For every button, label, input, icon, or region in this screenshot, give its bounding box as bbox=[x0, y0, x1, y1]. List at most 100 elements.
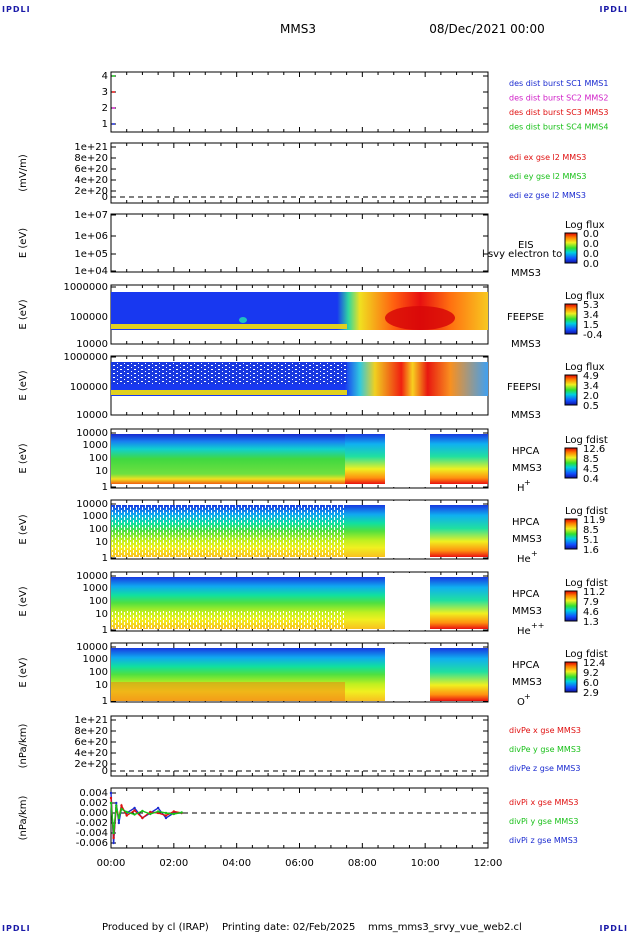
feeps_e-colorbar-tick-label: 5.3 bbox=[583, 300, 599, 311]
hpca_h-y-tick-label: 1 bbox=[102, 482, 108, 493]
hpca_h-y-tick-label: 1000 bbox=[83, 440, 108, 451]
hpca_o-colorbar-tick-label: 2.9 bbox=[583, 688, 599, 699]
hpca_he-y-tick-label: 100 bbox=[89, 524, 108, 535]
divpi-data-point bbox=[125, 814, 128, 817]
hpca_o-data-gap bbox=[385, 644, 428, 701]
hpca_he-y-tick-label: 1 bbox=[102, 553, 108, 564]
hpca_he-spacecraft-label: MMS3 bbox=[512, 534, 542, 545]
divpe-y-tick-label: 0 bbox=[102, 766, 108, 777]
hpca_he-y-tick-label: 10000 bbox=[76, 499, 108, 510]
divpe-legend-entry: divPe z gse MMS3 bbox=[509, 764, 580, 773]
hpca_hepp-colorbar-tick-label: 11.2 bbox=[583, 587, 605, 598]
divpi-y-tick-label: 0.000 bbox=[79, 808, 108, 819]
divpi-data-point bbox=[141, 809, 144, 813]
feepse-low-energy-band bbox=[111, 324, 347, 329]
spectrogram-images bbox=[111, 292, 488, 701]
eis-spacecraft-label: MMS3 bbox=[511, 268, 541, 279]
hpca_h-y-tick-label: 100 bbox=[89, 453, 108, 464]
hpca_h-y-tick-label: 10000 bbox=[76, 428, 108, 439]
hpca_he-colorbar-tick-label: 5.1 bbox=[583, 535, 599, 546]
hpca_hepp-spacecraft-label: MMS3 bbox=[512, 606, 542, 617]
divpi-data-point bbox=[112, 831, 115, 835]
hpca_hepp-species-label: He bbox=[517, 626, 531, 637]
hpca_o-y-axis-label: E (eV) bbox=[18, 657, 29, 687]
divpi-data-point bbox=[115, 804, 118, 807]
feeps_e-colorbar-tick-label: -0.4 bbox=[583, 330, 603, 341]
divpi-data-point bbox=[156, 810, 160, 813]
hpca_he-species-label: He bbox=[517, 554, 531, 565]
plot-date: 08/Dec/2021 00:00 bbox=[429, 22, 545, 36]
eis-y-axis-label: E (eV) bbox=[18, 228, 29, 258]
eis-overlay-text: l svy electron to bbox=[482, 249, 562, 260]
feeps_e-colorbar-title: Log flux bbox=[565, 291, 605, 302]
feeps_e-colorbar-tick-label: 3.4 bbox=[583, 310, 599, 321]
hpca_o-y-tick-label: 1 bbox=[102, 696, 108, 707]
edi-y-tick-label: 6e+20 bbox=[74, 164, 108, 175]
hpca_he-colorbar bbox=[564, 518, 578, 550]
divpe-legend-entry: divPe y gse MMS3 bbox=[509, 745, 581, 754]
hpca_he-y-axis-label: E (eV) bbox=[18, 514, 29, 544]
feeps_i-colorbar-tick-label: 4.9 bbox=[583, 371, 599, 382]
feeps_i-colorbar-title: Log flux bbox=[565, 362, 605, 373]
divpi-data-point bbox=[133, 806, 136, 810]
burst-legend-entry: des dist burst SC1 MMS1 bbox=[509, 79, 608, 88]
edi-y-tick-label: 1e+21 bbox=[74, 142, 108, 153]
eis-colorbar-tick-label: 0.0 bbox=[583, 239, 599, 250]
eis-frame bbox=[110, 213, 489, 273]
divpi-data-point bbox=[149, 810, 152, 814]
hpca_o-colorbar-tick-label: 9.2 bbox=[583, 668, 599, 679]
feeps_e-colorbar-tick-label: 1.5 bbox=[583, 320, 599, 331]
corner-mark-top-left: IPDLI bbox=[2, 5, 31, 14]
feeps_i-y-tick-label: 10000 bbox=[76, 410, 108, 421]
divpi-data-point bbox=[120, 807, 123, 811]
hpca_hepp-charge-label: ++ bbox=[531, 621, 544, 630]
divpi-data-point bbox=[149, 812, 152, 816]
hpca_h-charge-label: + bbox=[524, 478, 531, 487]
divpi-y-tick-label: 0.004 bbox=[79, 788, 108, 799]
burst-frame bbox=[110, 71, 489, 133]
edi-legend-entry: edi ey gse l2 MMS3 bbox=[509, 172, 587, 181]
hpca-o-spectrogram-after-gap bbox=[430, 648, 488, 701]
hpca_hepp-y-tick-label: 100 bbox=[89, 596, 108, 607]
hpca_he-y-tick-label: 1000 bbox=[83, 511, 108, 522]
hpca_hepp-colorbar-tick-label: 4.6 bbox=[583, 607, 599, 618]
divpi-y-tick-label: 0.002 bbox=[79, 798, 108, 809]
time-axis-tick-label: 04:00 bbox=[222, 858, 251, 869]
hpca-h-spectrogram-after-gap bbox=[430, 434, 488, 484]
hpca_h-instrument-label: HPCA bbox=[512, 446, 540, 457]
time-axis-tick-label: 10:00 bbox=[411, 858, 440, 869]
hpca_o-colorbar bbox=[564, 661, 578, 693]
hpca_o-colorbar-tick-label: 12.4 bbox=[583, 658, 605, 669]
feepsi-spacecraft-label: MMS3 bbox=[511, 410, 541, 421]
divpe-y-tick-label: 2e+20 bbox=[74, 759, 108, 770]
hpca_h-spacecraft-label: MMS3 bbox=[512, 463, 542, 474]
divpi-y-tick-label: -0.004 bbox=[76, 828, 108, 839]
hpca-he-speckle bbox=[111, 505, 345, 557]
hpca_he-data-gap bbox=[385, 501, 428, 558]
feeps_i-y-axis-label: E (eV) bbox=[18, 370, 29, 400]
hpca_hepp-instrument-label: HPCA bbox=[512, 589, 540, 600]
divpe-y-tick-label: 6e+20 bbox=[74, 737, 108, 748]
divpi-legend-entry: divPi z gse MMS3 bbox=[509, 836, 578, 845]
eis-colorbar-tick-label: 0.0 bbox=[583, 229, 599, 240]
hpca_hepp-y-tick-label: 1000 bbox=[83, 583, 108, 594]
hpca-hepp-spectrogram-after-gap bbox=[430, 577, 488, 629]
divpi-data-point bbox=[125, 810, 128, 814]
eis-colorbar-tick-label: 0.0 bbox=[583, 259, 599, 270]
divpi-data-point bbox=[109, 801, 113, 805]
hpca_he-instrument-label: HPCA bbox=[512, 517, 540, 528]
time-axis-tick-label: 02:00 bbox=[159, 858, 188, 869]
divpe-y-tick-label: 4e+20 bbox=[74, 748, 108, 759]
hpca_hepp-y-axis-label: E (eV) bbox=[18, 586, 29, 616]
footer-filename: mms_mms3_srvy_vue_web2.cl bbox=[368, 922, 522, 933]
hpca_h-species-label: H bbox=[517, 483, 525, 494]
edi-y-tick-label: 2e+20 bbox=[74, 186, 108, 197]
hpca_hepp-colorbar-title: Log fdist bbox=[565, 578, 608, 589]
hpca-he-spectrogram-after-gap bbox=[430, 505, 488, 557]
hpca_h-colorbar-title: Log fdist bbox=[565, 435, 608, 446]
divpe-y-axis-label: (nPa/km) bbox=[18, 724, 29, 769]
corner-mark-bottom-left: IPDLI bbox=[2, 924, 31, 933]
hpca_o-y-tick-label: 1000 bbox=[83, 654, 108, 665]
feepsi-instrument-label: FEEPSI bbox=[507, 382, 541, 393]
eis-y-tick-label: 1e+05 bbox=[74, 249, 108, 260]
